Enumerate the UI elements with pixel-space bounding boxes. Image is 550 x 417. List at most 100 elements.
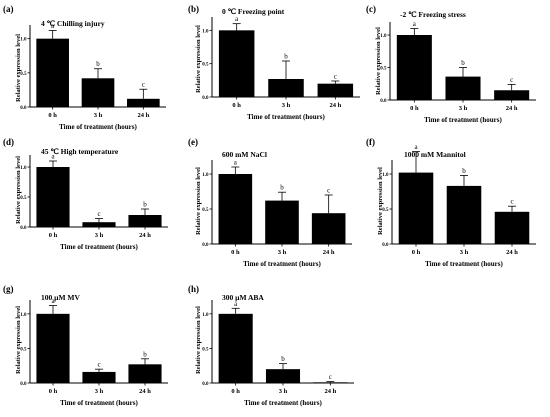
y-axis-label: Relative expression level [377,167,384,235]
x-axis-label: Time of treatment (hours) [425,260,503,268]
significance-letter: a [51,22,55,30]
bar [311,213,346,244]
y-axis-label: Relative expression level [375,27,382,95]
panel-title: 45 ℃ High temperature [41,147,119,156]
x-axis-label: Time of treatment (hours) [243,260,321,268]
x-tick-label: 0 h [412,249,421,256]
bar [268,79,304,97]
bar [494,90,530,100]
x-axis-label: Time of treatment (hours) [59,123,137,131]
significance-letter: c [510,198,513,206]
significance-letter: a [413,20,417,28]
panel-title: -2 ℃ Freezing stress [400,10,466,19]
bar [82,371,116,383]
significance-letter: c [327,187,330,195]
bar [81,78,115,107]
y-tick-label: 0.5 [20,196,27,201]
x-tick-label: 3 h [282,102,291,109]
x-tick-label: 24 h [506,105,518,112]
significance-letter: b [281,355,285,363]
significance-letter: a [51,297,55,305]
significance-letter: c [510,76,513,84]
significance-letter: b [462,167,466,175]
bar [265,200,299,244]
x-tick-label: 3 h [95,232,104,239]
x-tick-label: 0 h [231,388,240,395]
x-tick-label: 3 h [95,388,104,395]
panel-label: (h) [188,284,199,294]
y-tick-label: 0.5 [380,67,387,72]
y-axis-label: Relative expression level [15,156,22,224]
significance-letter: c [329,373,332,381]
significance-letter: a [234,159,238,167]
y-axis-label: Relative expression level [195,167,202,235]
y-tick-label: 1.0 [202,313,209,318]
significance-letter: b [280,184,284,192]
panel-title: 0 ℃ Freezing point [222,7,285,16]
y-tick-label: 0.0 [20,226,27,231]
y-axis-label: Relative expression level [195,25,202,93]
panel-title: 600 mM NaCl [222,150,267,159]
y-tick-label: 1.0 [382,173,389,178]
panel-label: (a) [3,4,14,14]
bar [128,215,162,227]
y-axis-label: Relative expression level [15,34,22,102]
chart-panel-c: (c) -2 ℃ Freezing stress 0.0 0.5 1.0Relative… [366,4,536,124]
significance-letter: b [284,53,288,61]
chart-panel-d: (d) 45 ℃ High temperature 0.0 0.5 1.0Relativ… [3,137,168,251]
bar [218,30,255,97]
significance-letter: a [51,153,55,161]
x-tick-label: 3 h [278,249,287,256]
x-tick-label: 24 h [139,232,151,239]
panel-label: (d) [3,137,14,147]
y-tick-label: 0.5 [202,63,209,68]
bar [36,313,70,383]
bar [396,35,432,100]
y-tick-label: 0.0 [202,243,209,248]
y-axis-label: Relative expression level [195,306,202,374]
y-tick-label: 0.5 [382,208,389,213]
x-tick-label: 3 h [94,112,103,119]
significance-letter: a [414,143,418,151]
y-tick-label: 0.0 [202,382,209,387]
y-tick-label: 1.0 [20,313,27,318]
x-axis-label: Time of treatment (hours) [244,399,322,407]
y-tick-label: 0.5 [20,347,27,352]
x-tick-label: 24 h [139,388,151,395]
x-tick-label: 0 h [48,112,57,119]
x-tick-label: 3 h [460,249,469,256]
x-tick-label: 24 h [323,249,335,256]
panel-title: 100 µM MV [41,293,80,302]
panel-title: 1000 mM Mannitol [404,150,466,159]
bar [82,222,116,227]
significance-letter: c [334,73,337,81]
x-axis-label: Time of treatment (hours) [424,116,502,124]
bar [313,382,348,384]
bar [494,211,530,244]
panel-label: (c) [366,4,376,14]
bar [446,185,482,244]
y-tick-label: 0.0 [382,243,389,248]
panel-title: 300 µM ABA [222,293,264,302]
y-tick-label: 1.0 [20,166,27,171]
significance-letter: c [97,361,100,369]
bar [36,167,70,227]
x-tick-label: 0 h [49,388,58,395]
x-tick-label: 24 h [506,249,518,256]
panel-label: (e) [188,137,198,147]
bar [445,76,481,100]
bar [398,172,434,244]
y-tick-label: 0.0 [20,106,27,111]
y-tick-label: 0.0 [20,382,27,387]
panel-label: (g) [3,284,14,294]
significance-letter: a [234,300,238,308]
y-tick-label: 1.0 [380,34,387,39]
x-tick-label: 0 h [49,232,58,239]
bar [36,38,69,107]
y-tick-label: 0.5 [20,72,27,77]
